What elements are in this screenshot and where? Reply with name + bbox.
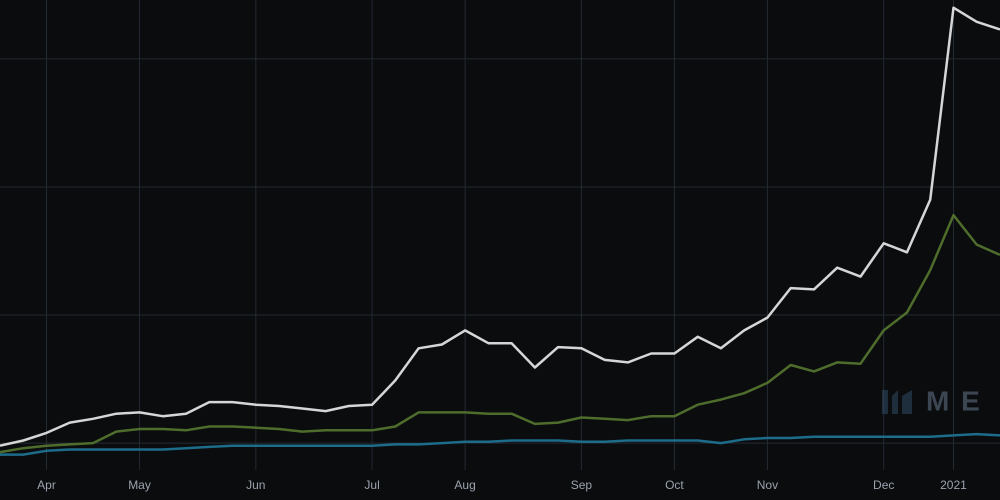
- x-tick-label: Dec: [873, 478, 894, 492]
- watermark-logo: [882, 390, 912, 414]
- x-tick-label: Sep: [571, 478, 593, 492]
- x-tick-label: Aug: [454, 478, 475, 492]
- x-tick-label: 2021: [940, 478, 967, 492]
- x-tick-label: Jul: [364, 478, 379, 492]
- series-line: [0, 432, 1000, 456]
- x-tick-label: Nov: [757, 478, 778, 492]
- series-line: [0, 213, 1000, 454]
- watermark: M E: [926, 385, 982, 416]
- x-tick-label: May: [128, 478, 151, 492]
- x-tick-label: Jun: [246, 478, 265, 492]
- x-tick-label: Apr: [37, 478, 56, 492]
- x-tick-label: Oct: [665, 478, 684, 492]
- series-line: [0, 6, 1000, 447]
